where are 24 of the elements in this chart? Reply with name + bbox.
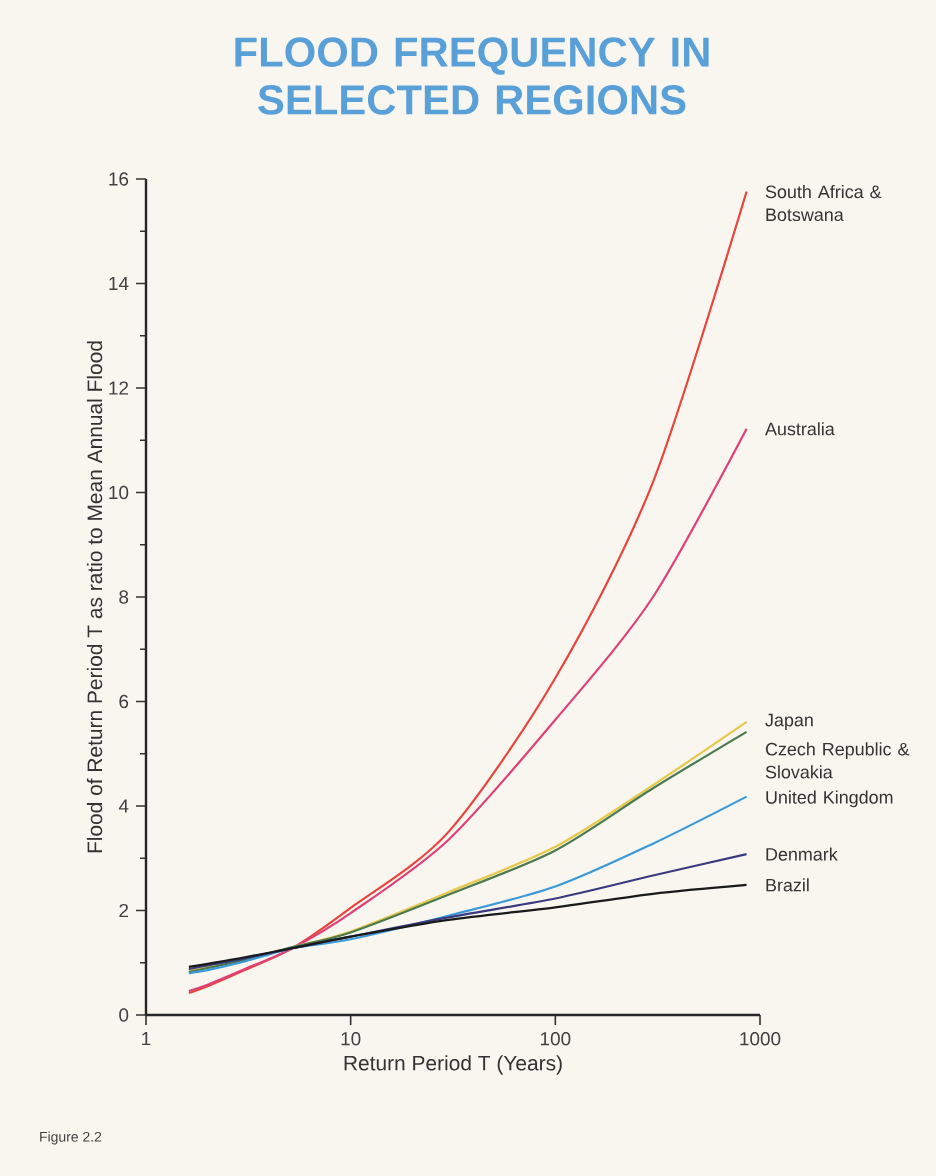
y-tick-label: 2 — [119, 903, 129, 918]
series-label: South Africa & Botswana — [765, 185, 882, 222]
series-label: Denmark — [766, 847, 838, 861]
x-tick-label: 1000 — [740, 1032, 781, 1046]
chart-title: FLOOD FREQUENCY IN SELECTED REGIONS — [235, 37, 709, 115]
caption: Figure 2.2 — [40, 1131, 102, 1145]
y-tick-label: 12 — [109, 381, 129, 395]
series-label: United Kingdom — [766, 790, 893, 808]
y-tick-label: 10 — [109, 485, 129, 500]
x-tick-label: 10 — [341, 1032, 361, 1046]
series-label: Brazil — [766, 878, 809, 892]
y-tick-label: 8 — [119, 590, 129, 604]
series-label: Czech Republic & Slovakia — [765, 742, 910, 779]
y-tick-label: 4 — [118, 799, 129, 813]
x-tick-label: 1 — [142, 1032, 151, 1046]
y-tick-label: 14 — [109, 276, 129, 291]
x-tick-label: 100 — [540, 1032, 571, 1046]
series-label: Japan — [765, 713, 813, 730]
y-tick-label: 16 — [109, 172, 129, 186]
y-tick-label: 6 — [119, 694, 129, 709]
y-tick-label: 0 — [119, 1008, 129, 1022]
series-label: Australia — [765, 422, 835, 436]
x-axis-title: Return Period T (Years) — [344, 1055, 562, 1075]
y-axis-title: Flood of Return Period T as ratio to Mean Annual Flood — [86, 341, 103, 853]
